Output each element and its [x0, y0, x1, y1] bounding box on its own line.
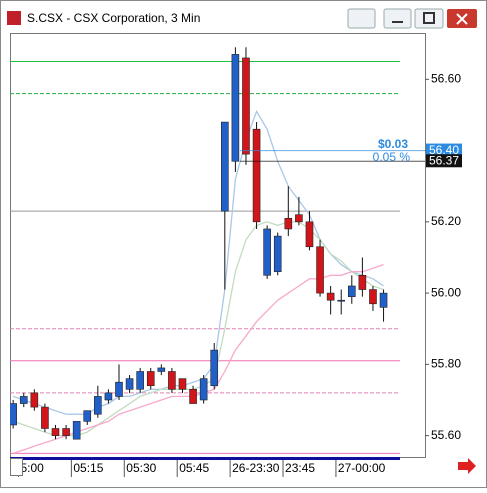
- window-title: S.CSX - CSX Corporation, 3 Min: [27, 11, 200, 25]
- scroll-arrow[interactable]: [458, 458, 476, 474]
- y-tick-label: 56.00: [431, 285, 461, 299]
- x-tick-label: 05:30: [126, 461, 156, 475]
- close-glyph: [456, 13, 468, 25]
- y-tick-label: 56.60: [431, 71, 461, 85]
- minimize-button[interactable]: [383, 8, 412, 29]
- candle-body: [252, 128, 261, 223]
- price-marker-label: 56.40: [429, 143, 459, 157]
- plot-area: [10, 33, 426, 458]
- x-tick-label: 27-00:00: [338, 461, 386, 475]
- maximize-button[interactable]: [414, 8, 444, 29]
- candle-body: [178, 378, 187, 390]
- candle-body: [263, 228, 271, 276]
- candle-body: [62, 428, 70, 436]
- candle-body: [189, 389, 197, 404]
- candle-body: [146, 371, 155, 387]
- price-marker-box: [426, 154, 462, 168]
- scroll-box[interactable]: [10, 458, 23, 476]
- candle-body: [221, 121, 229, 212]
- candle-body: [284, 217, 293, 230]
- candle-body: [104, 392, 113, 401]
- candle-body: [242, 57, 250, 155]
- app-icon: [7, 11, 21, 25]
- x-tick-label: 23:45: [285, 461, 315, 475]
- y-tick-label: 56.20: [431, 214, 461, 228]
- candle-body: [347, 285, 356, 297]
- candle-body: [19, 396, 28, 404]
- x-tick-label: 05:45: [179, 461, 209, 475]
- candle-body: [273, 235, 282, 273]
- candle-body: [94, 396, 102, 415]
- candle-body: [210, 349, 219, 387]
- change-label: $0.03: [378, 137, 408, 151]
- y-tick-label: 55.80: [431, 357, 461, 371]
- candle-body: [30, 392, 39, 408]
- candle-body: [295, 214, 303, 223]
- candle-body: [83, 410, 92, 422]
- candle-body: [125, 378, 134, 390]
- candle-body: [337, 299, 346, 302]
- candle-body: [199, 378, 208, 401]
- candle-body: [316, 246, 324, 294]
- candle-body: [305, 221, 314, 248]
- candle-body: [51, 428, 60, 436]
- candle-body: [358, 274, 367, 290]
- link-button[interactable]: [347, 8, 376, 29]
- candle-body: [369, 289, 377, 305]
- candle-body: [136, 371, 144, 390]
- change-pct-label: 0.05 %: [373, 150, 411, 164]
- x-tick-label: 26-23:30: [232, 461, 280, 475]
- candle-body: [72, 421, 81, 440]
- x-tick-label: 05:15: [73, 461, 103, 475]
- y-tick-label: 55.60: [431, 428, 461, 442]
- candle-body: [379, 292, 388, 308]
- candle-body: [168, 371, 176, 390]
- candle-body: [41, 406, 49, 429]
- scroll-bar[interactable]: [10, 457, 400, 460]
- price-marker-label: 56.37: [429, 153, 459, 167]
- candle-body: [326, 292, 335, 301]
- candle-body: [231, 54, 240, 162]
- x-tick-label: 5:00: [20, 461, 44, 475]
- maximize-glyph: [423, 12, 435, 24]
- candle-body: [157, 367, 166, 372]
- candle-body: [10, 403, 17, 426]
- price-marker-box: [426, 143, 462, 157]
- candle-body: [115, 381, 123, 397]
